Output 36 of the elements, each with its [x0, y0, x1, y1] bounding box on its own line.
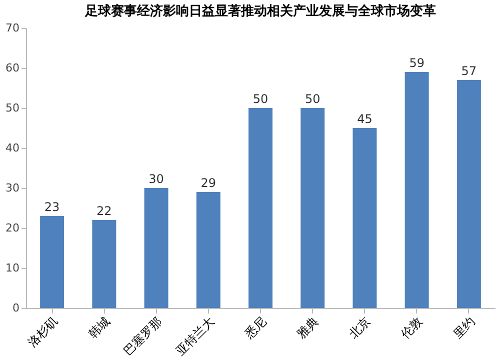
bar: [92, 220, 116, 308]
y-tick-label: 0: [12, 302, 20, 314]
y-tick-label: 40: [6, 142, 20, 154]
y-tick-label: 50: [6, 102, 20, 114]
bar: [144, 188, 168, 308]
x-tick-label: 北京: [346, 314, 374, 341]
x-tick-label: 韩城: [86, 314, 113, 341]
data-label: 50: [252, 92, 268, 106]
bar: [352, 128, 377, 308]
y-tick-label: 20: [6, 222, 20, 234]
bar: [300, 108, 325, 308]
x-tick-label: 洛杉矶: [25, 314, 61, 350]
data-label: 30: [148, 172, 164, 186]
x-tick-label: 里约: [450, 314, 478, 341]
bar: [404, 72, 429, 308]
bar: [456, 80, 481, 308]
x-tick-label: 雅典: [294, 314, 322, 341]
data-label: 29: [200, 176, 216, 190]
y-tick-label: 10: [6, 262, 20, 274]
x-tick-label: 悉尼: [241, 314, 269, 342]
data-label: 57: [461, 64, 477, 78]
data-label: 23: [44, 200, 60, 214]
data-label: 22: [96, 204, 112, 218]
data-label: 50: [304, 92, 320, 106]
bar: [196, 192, 220, 308]
bar: [248, 108, 272, 308]
data-label: 45: [357, 112, 372, 126]
data-label: 59: [409, 56, 424, 70]
chart-title: 足球赛事经济影响日益显著推动相关产业发展与全球市场变革: [84, 3, 436, 19]
y-tick-label: 70: [6, 22, 20, 34]
x-tick-label: 伦敦: [398, 314, 426, 341]
y-tick-label: 60: [6, 62, 20, 74]
x-tick-label: 巴塞罗那: [120, 314, 165, 358]
bar: [40, 216, 64, 308]
x-tick-label: 亚特兰大: [173, 314, 217, 358]
y-tick-label: 30: [6, 182, 20, 194]
